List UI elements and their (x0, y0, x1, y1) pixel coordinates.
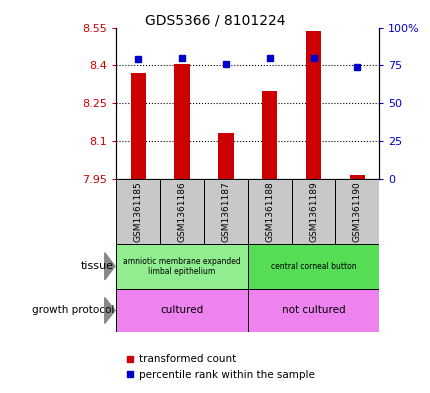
Legend: transformed count, percentile rank within the sample: transformed count, percentile rank withi… (121, 350, 319, 384)
Bar (247, 179, 291, 244)
Bar (349, 175, 364, 179)
Bar (130, 73, 146, 179)
Bar (305, 31, 320, 179)
Bar (291, 179, 335, 244)
Text: tissue: tissue (81, 261, 114, 271)
Bar (160, 179, 203, 244)
Text: GDS5366 / 8101224: GDS5366 / 8101224 (145, 14, 285, 28)
Bar (116, 179, 160, 244)
Bar (116, 289, 247, 332)
Bar (247, 244, 378, 289)
Bar (116, 244, 247, 289)
Bar (261, 90, 277, 179)
Bar (335, 179, 378, 244)
Text: GSM1361186: GSM1361186 (177, 181, 186, 242)
Bar (247, 289, 378, 332)
Text: growth protocol: growth protocol (32, 305, 114, 316)
Bar (203, 179, 247, 244)
Text: GSM1361185: GSM1361185 (133, 181, 142, 242)
Text: GSM1361187: GSM1361187 (221, 181, 230, 242)
Polygon shape (104, 298, 115, 323)
Text: central corneal button: central corneal button (270, 262, 356, 271)
Text: GSM1361189: GSM1361189 (308, 181, 317, 242)
Text: GSM1361188: GSM1361188 (264, 181, 273, 242)
Text: not cultured: not cultured (281, 305, 344, 316)
Bar (174, 64, 189, 179)
Bar (218, 134, 233, 179)
Text: amniotic membrane expanded
limbal epithelium: amniotic membrane expanded limbal epithe… (123, 257, 240, 276)
Text: cultured: cultured (160, 305, 203, 316)
Text: GSM1361190: GSM1361190 (352, 181, 361, 242)
Polygon shape (104, 253, 115, 280)
